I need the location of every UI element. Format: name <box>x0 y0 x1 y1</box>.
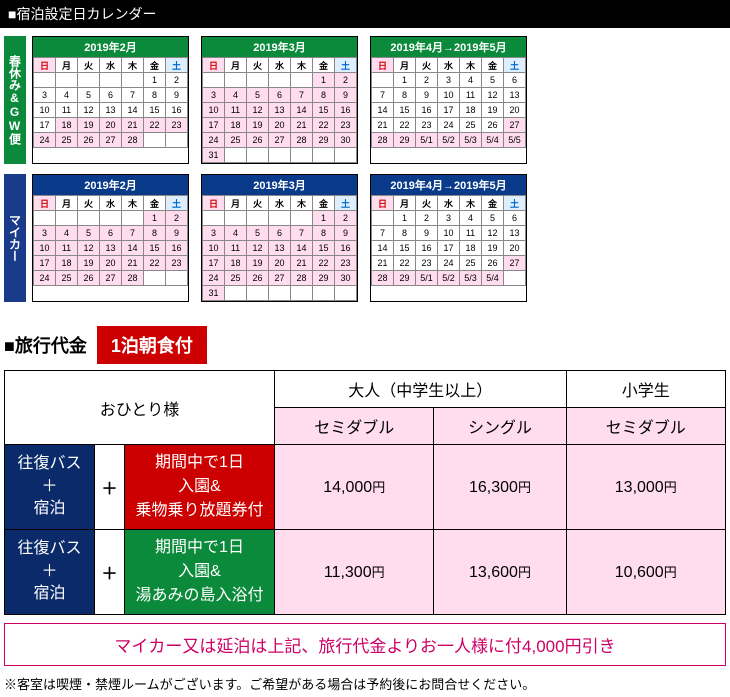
cal-title: 2019年2月 <box>33 175 188 195</box>
price-title-text: ■旅行代金 <box>4 332 87 358</box>
spring-row: 春休み&GW便 2019年2月日月火水木金土123456789101112131… <box>4 36 726 164</box>
cal-title: 2019年2月 <box>33 37 188 57</box>
pt-adult: 大人（中学生以上） <box>275 371 567 408</box>
calendar: 2019年4月→2019年5月日月火水木金土123456789101112131… <box>370 174 527 302</box>
discount-note: マイカー又は延泊は上記、旅行代金よりお一人様に付4,000円引き <box>4 623 726 666</box>
pt-sub3: セミダブル <box>566 408 726 445</box>
footnote: ※客室は喫煙・禁煙ルームがございます。ご希望がある場合は予約後にお問合せください… <box>0 670 730 697</box>
pt-sub1: セミダブル <box>275 408 434 445</box>
cal-title: 2019年4月→2019年5月 <box>371 37 526 57</box>
spring-tab: 春休み&GW便 <box>4 36 26 164</box>
price-r2-3: 10,600円 <box>566 530 726 615</box>
pt-person: おひとり様 <box>5 371 275 445</box>
calendar: 2019年2月日月火水木金土12345678910111213141516171… <box>32 36 189 164</box>
calendar: 2019年3月日月火水木金土12345678910111213141516171… <box>201 174 358 302</box>
calendar: 2019年3月日月火水木金土12345678910111213141516171… <box>201 36 358 164</box>
cal-title: 2019年3月 <box>202 37 357 57</box>
pt-navy-1: 往復バス＋宿泊 <box>5 445 95 530</box>
mycar-tab: マイカー <box>4 174 26 302</box>
calendar: 2019年2月日月火水木金土12345678910111213141516171… <box>32 174 189 302</box>
price-r1-1: 14,000円 <box>275 445 434 530</box>
price-table: おひとり様 大人（中学生以上） 小学生 セミダブル シングル セミダブル 往復バ… <box>4 370 726 615</box>
calendar-header: ■宿泊設定日カレンダー <box>0 0 730 28</box>
cal-title: 2019年3月 <box>202 175 357 195</box>
pt-red-box: 期間中で1日入園&乗物乗り放題券付 <box>125 445 275 530</box>
calendars-area: 春休み&GW便 2019年2月日月火水木金土123456789101112131… <box>0 28 730 320</box>
pt-plus-1: ＋ <box>95 445 125 530</box>
price-section-title: ■旅行代金 1泊朝食付 <box>0 320 730 370</box>
pt-plus-2: ＋ <box>95 530 125 615</box>
pt-navy-2: 往復バス＋宿泊 <box>5 530 95 615</box>
price-r1-2: 16,300円 <box>434 445 566 530</box>
price-r2-1: 11,300円 <box>275 530 434 615</box>
calendar: 2019年4月→2019年5月日月火水木金土123456789101112131… <box>370 36 527 164</box>
pt-sub2: シングル <box>434 408 566 445</box>
price-r2-2: 13,600円 <box>434 530 566 615</box>
red-badge: 1泊朝食付 <box>97 326 207 364</box>
mycar-row: マイカー 2019年2月日月火水木金土123456789101112131415… <box>4 174 726 302</box>
cal-title: 2019年4月→2019年5月 <box>371 175 526 195</box>
pt-green-box: 期間中で1日入園&湯あみの島入浴付 <box>125 530 275 615</box>
price-r1-3: 13,000円 <box>566 445 726 530</box>
pt-child: 小学生 <box>566 371 726 408</box>
